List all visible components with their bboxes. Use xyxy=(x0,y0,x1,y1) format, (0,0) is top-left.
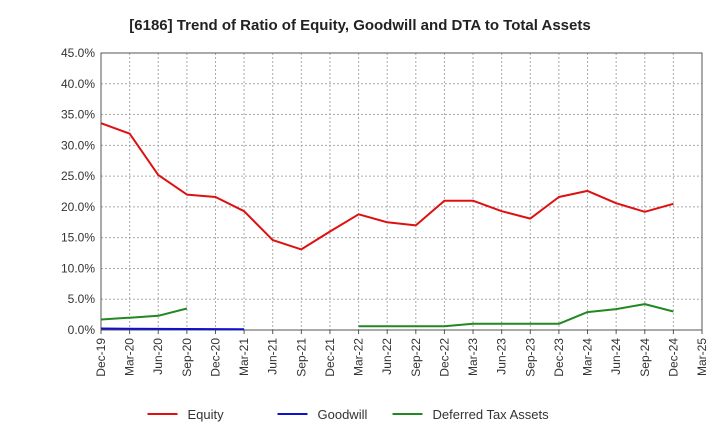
y-tick-label: 15.0% xyxy=(61,231,95,245)
x-tick-label: Mar-20 xyxy=(123,338,137,376)
y-tick-label: 40.0% xyxy=(61,77,95,91)
legend-label: Deferred Tax Assets xyxy=(433,407,550,422)
x-tick-label: Jun-23 xyxy=(495,338,509,375)
x-tick-label: Sep-22 xyxy=(409,338,423,377)
series-line-equity xyxy=(100,122,674,251)
x-tick-label: Sep-24 xyxy=(638,338,652,377)
x-tick-label: Sep-20 xyxy=(180,338,194,377)
series-line-goodwill xyxy=(100,327,245,331)
x-tick-label: Dec-24 xyxy=(666,338,680,377)
legend-label: Equity xyxy=(188,407,225,422)
y-tick-label: 5.0% xyxy=(68,292,96,306)
chart-title: [6186] Trend of Ratio of Equity, Goodwil… xyxy=(129,17,590,34)
x-tick-label: Sep-21 xyxy=(294,338,308,377)
x-tick-label: Jun-21 xyxy=(266,338,280,375)
legend: Equity Goodwill Deferred Tax Assets xyxy=(147,407,550,422)
x-tick-label: Jun-24 xyxy=(609,338,623,375)
x-tick-label: Mar-24 xyxy=(581,338,595,376)
y-tick-label: 10.0% xyxy=(61,261,95,275)
x-tick-label: Dec-23 xyxy=(552,338,566,377)
x-tick-label: Sep-23 xyxy=(523,338,537,377)
series-line-deferred-tax-assets xyxy=(100,307,188,321)
x-tick-label: Mar-21 xyxy=(237,338,251,376)
y-tick-label: 35.0% xyxy=(61,108,95,122)
legend-label: Goodwill xyxy=(318,407,368,422)
x-tick-label: Jun-20 xyxy=(151,338,165,375)
y-tick-label: 0.0% xyxy=(68,323,96,337)
plot-border xyxy=(100,52,703,331)
plot-series xyxy=(100,122,674,331)
plot-area xyxy=(101,53,702,330)
grid-lines xyxy=(100,52,703,331)
x-tick-label: Mar-23 xyxy=(466,338,480,376)
y-tick-label: 45.0% xyxy=(61,46,95,60)
x-tick-label: Dec-20 xyxy=(208,338,222,377)
x-tick-label: Mar-25 xyxy=(695,338,709,376)
y-tick-label: 30.0% xyxy=(61,138,95,152)
x-tick-label: Dec-22 xyxy=(437,338,451,377)
x-tick-label: Dec-21 xyxy=(323,338,337,377)
y-tick-label: 25.0% xyxy=(61,169,95,183)
x-tick-label: Mar-22 xyxy=(352,338,366,376)
y-tick-label: 20.0% xyxy=(61,200,95,214)
x-tick-label: Dec-19 xyxy=(94,338,108,377)
axes: 0.0% 5.0% 10.0% 15.0% 20.0% 25.0% 30.0% 35.0% 40… xyxy=(61,46,709,377)
series-line-deferred-tax-assets xyxy=(358,303,674,328)
x-tick-label: Jun-22 xyxy=(380,338,394,375)
